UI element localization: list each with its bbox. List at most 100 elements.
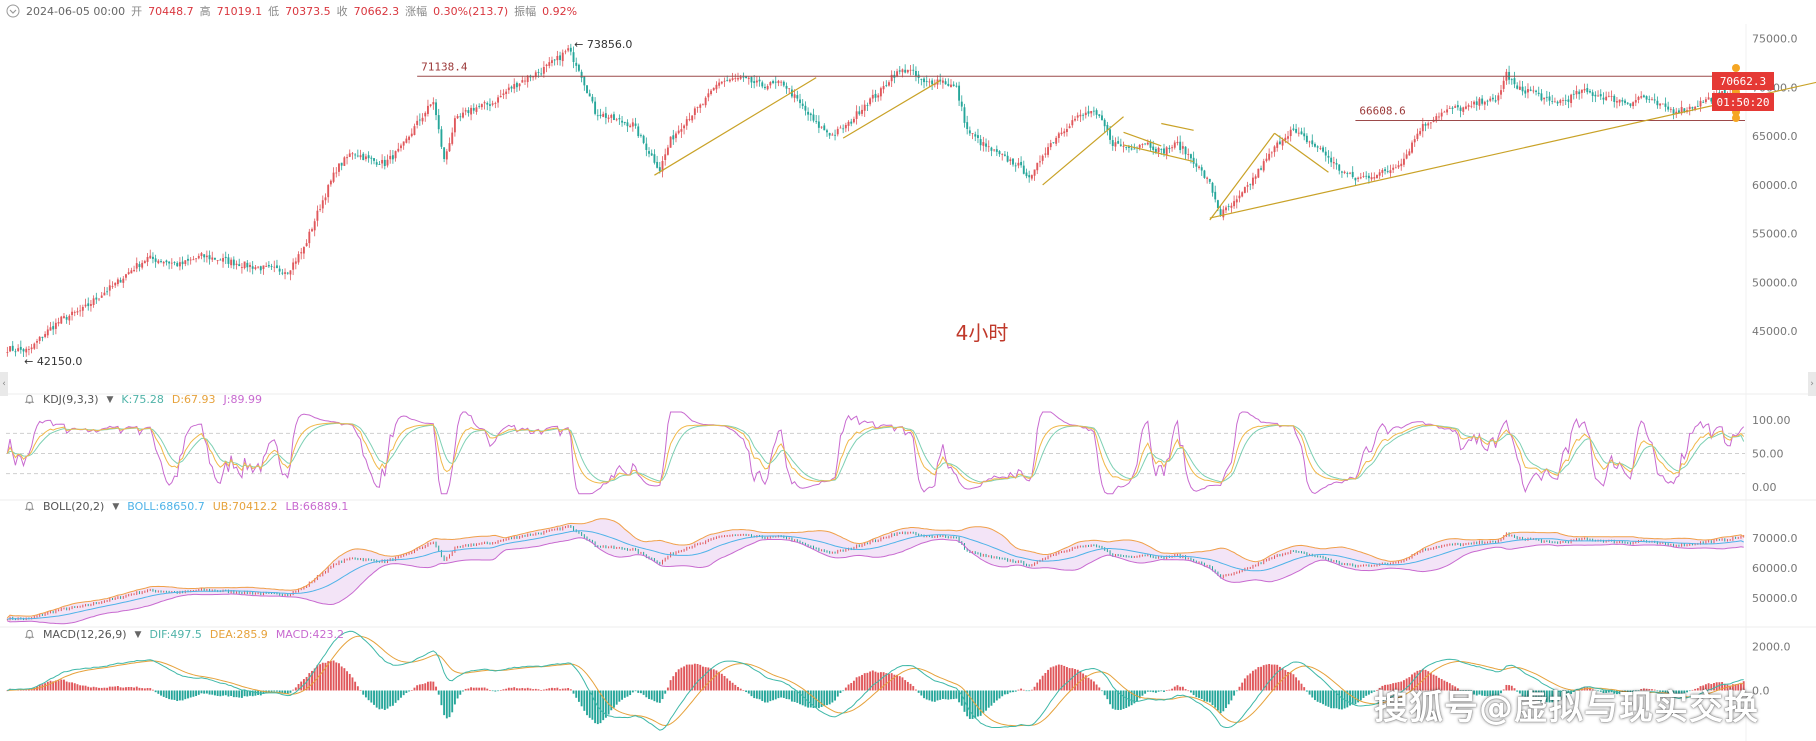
candle-body <box>661 161 664 172</box>
candle-body <box>1564 100 1567 101</box>
macd-bar <box>1303 687 1306 691</box>
candle-body <box>734 78 737 80</box>
macd-bar <box>904 680 907 691</box>
macd-bar <box>650 690 653 700</box>
candle-body <box>367 155 370 159</box>
macd-bar <box>645 690 648 698</box>
header-datetime: 2024-06-05 00:00 <box>26 4 126 18</box>
candle-body <box>1273 146 1276 153</box>
candle-body <box>613 114 615 120</box>
macd-bar <box>1219 690 1222 714</box>
timeframe-label: 4小时 <box>956 321 1009 345</box>
candle-body <box>259 266 262 271</box>
candle-body <box>1632 102 1635 107</box>
macd-bar <box>1602 690 1605 694</box>
dropdown-caret-icon[interactable]: ▼ <box>134 629 142 640</box>
macd-bar <box>133 687 136 691</box>
candle-body <box>443 147 446 160</box>
macd-bar <box>1713 683 1715 691</box>
candle-body <box>1252 177 1254 186</box>
macd-bar <box>1508 685 1511 691</box>
macd-bar <box>170 690 173 700</box>
dropdown-caret-icon[interactable]: ▼ <box>112 501 120 512</box>
macd-bar <box>95 687 98 691</box>
candle-body <box>1357 177 1360 179</box>
macd-bar <box>491 690 494 692</box>
collapse-chevron-icon[interactable] <box>6 4 20 18</box>
macd-bar <box>737 686 739 691</box>
kdj-axis-tick: 100.00 <box>1752 414 1791 427</box>
macd-bar <box>766 690 769 703</box>
macd-dea-line <box>7 635 1744 727</box>
macd-bar <box>262 690 265 694</box>
trend-line <box>1123 131 1162 147</box>
macd-bar <box>389 690 392 707</box>
dropdown-caret-icon[interactable]: ▼ <box>106 394 114 405</box>
candle-body <box>1586 88 1589 93</box>
candle-body <box>46 329 49 336</box>
macd-bar <box>869 671 872 691</box>
candle-body <box>985 143 987 147</box>
macd-bar <box>278 690 281 693</box>
candle-body <box>518 83 521 87</box>
candle-body <box>1367 175 1370 179</box>
macd-bar <box>532 689 535 691</box>
macd-bar <box>1699 686 1702 691</box>
macd-bar <box>340 666 343 691</box>
candle-body <box>203 254 206 258</box>
kdj-axis-tick: 0.00 <box>1752 481 1777 494</box>
open-value: 70448.7 <box>148 4 194 18</box>
candle-body <box>1408 151 1411 156</box>
macd-bar <box>790 690 793 702</box>
macd-bar <box>351 677 354 691</box>
macd-bar <box>1591 689 1594 691</box>
candle-body <box>1268 153 1271 160</box>
candle-body <box>1527 89 1529 93</box>
macd-bar <box>909 683 912 691</box>
candle-body <box>1009 159 1012 162</box>
macd-bar <box>375 690 378 708</box>
bell-icon[interactable] <box>24 629 35 640</box>
candle-body <box>432 102 435 105</box>
candle-body <box>1707 97 1710 100</box>
macd-bar <box>1119 690 1122 710</box>
macd-bar <box>637 690 640 693</box>
trend-line <box>1042 116 1124 186</box>
macd-bar <box>1675 690 1678 696</box>
macd-bar <box>408 690 411 692</box>
candle-body <box>1171 147 1174 149</box>
candle-body <box>257 266 260 268</box>
macd-bar <box>246 690 249 697</box>
scroll-left-icon[interactable]: ‹ <box>0 372 8 396</box>
candle-body <box>739 77 742 79</box>
bell-icon[interactable] <box>24 501 35 512</box>
macd-bar <box>402 690 405 696</box>
price-axis-tick: 55000.0 <box>1752 228 1798 241</box>
candle-body <box>941 80 944 83</box>
macd-bar <box>418 684 421 691</box>
macd-axis-tick: 0.0 <box>1752 685 1770 698</box>
candle-body <box>494 103 497 104</box>
candle-body <box>675 133 677 139</box>
candle-body <box>1688 106 1691 110</box>
macd-bar <box>1535 690 1537 700</box>
boll-lower-line <box>7 537 1744 625</box>
candle-body <box>1238 195 1241 199</box>
kdj-j: J:89.99 <box>223 393 262 406</box>
boll-axis-tick: 70000.0 <box>1752 532 1798 545</box>
macd-bar <box>583 690 586 711</box>
macd-bar <box>453 690 456 705</box>
change-value: 0.30%(213.7) <box>433 4 509 18</box>
candle-body <box>958 85 961 101</box>
bell-icon[interactable] <box>24 394 35 405</box>
candle-body <box>631 122 634 127</box>
macd-bar <box>1659 690 1662 692</box>
macd-bar <box>1198 690 1200 698</box>
candle-body <box>235 263 238 265</box>
macd-bar <box>157 690 160 694</box>
scroll-right-icon[interactable]: › <box>1808 372 1816 396</box>
candle-body <box>79 310 82 312</box>
candle-body <box>1365 175 1368 177</box>
candle-body <box>133 269 136 271</box>
